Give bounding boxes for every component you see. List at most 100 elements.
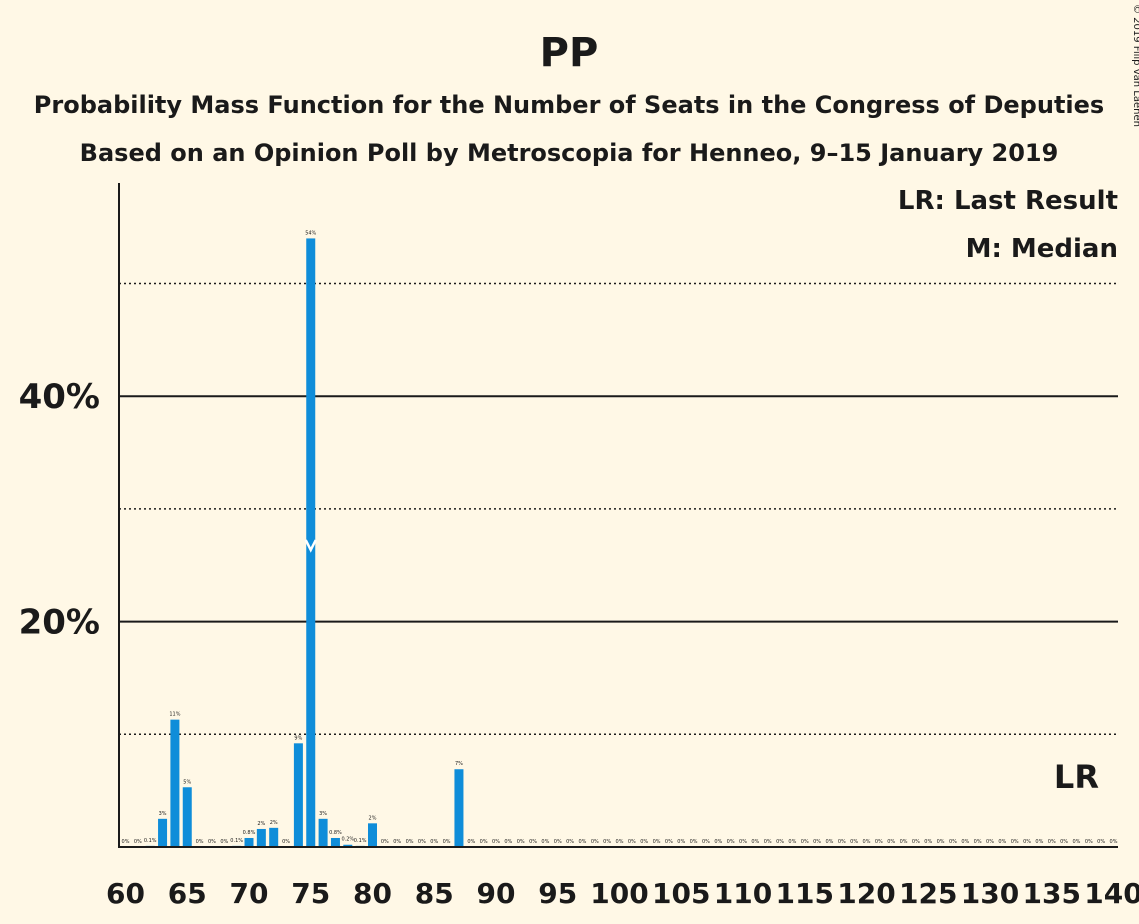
bar-value-label: 0% bbox=[628, 839, 636, 845]
bar-value-label: 0% bbox=[554, 839, 562, 845]
x-tick-label: 95 bbox=[538, 877, 577, 910]
bar-value-label: 7% bbox=[455, 761, 463, 767]
bar-value-label: 3% bbox=[319, 811, 327, 817]
bar-value-label: 0.8% bbox=[243, 830, 256, 836]
bar-87 bbox=[454, 769, 464, 847]
bar-value-label: 0% bbox=[1060, 839, 1068, 845]
bar-value-label: 0% bbox=[1110, 839, 1118, 845]
bar-value-label: 2% bbox=[369, 815, 377, 821]
bar-value-label: 0% bbox=[492, 839, 500, 845]
x-tick-label: 135 bbox=[1023, 877, 1081, 910]
bar-value-label: 0% bbox=[974, 839, 982, 845]
bar-value-label: 0% bbox=[702, 839, 710, 845]
bar-value-label: 0% bbox=[838, 839, 846, 845]
bar-value-label: 11% bbox=[169, 712, 180, 718]
bar-value-label: 0% bbox=[480, 839, 488, 845]
bar-value-label: 0% bbox=[418, 839, 426, 845]
bar-value-label: 0% bbox=[578, 839, 586, 845]
bar-value-label: 0% bbox=[541, 839, 549, 845]
x-tick-label: 140 bbox=[1084, 877, 1139, 910]
x-tick-label: 115 bbox=[776, 877, 834, 910]
bar-value-label: 0% bbox=[443, 839, 451, 845]
bar-value-label: 0.1% bbox=[144, 838, 157, 844]
x-tick-label: 65 bbox=[168, 877, 207, 910]
bar-value-label: 0% bbox=[937, 839, 945, 845]
x-tick-label: 85 bbox=[415, 877, 454, 910]
y-tick-label: 20% bbox=[19, 603, 100, 643]
bar-value-label: 5% bbox=[183, 779, 191, 785]
bar-value-label: 0% bbox=[690, 839, 698, 845]
bar-value-label: 0% bbox=[1035, 839, 1043, 845]
bar-value-label: 0% bbox=[196, 839, 204, 845]
chart-title: PP bbox=[540, 30, 599, 76]
bar-value-label: 0% bbox=[863, 839, 871, 845]
x-tick-label: 60 bbox=[106, 877, 145, 910]
median-marker-group bbox=[304, 539, 317, 553]
bar-value-label: 0% bbox=[850, 839, 858, 845]
bar-value-label: 0% bbox=[467, 839, 475, 845]
bar-65 bbox=[182, 787, 192, 847]
bar-value-label: 0% bbox=[220, 839, 228, 845]
x-tick-label: 80 bbox=[353, 877, 392, 910]
bar-value-label: 0% bbox=[1097, 839, 1105, 845]
bar-value-label: 0% bbox=[406, 839, 414, 845]
bar-70 bbox=[244, 837, 254, 847]
bar-value-label: 0% bbox=[430, 839, 438, 845]
bar-value-label: 0% bbox=[677, 839, 685, 845]
bar-value-label: 0.2% bbox=[341, 837, 354, 843]
bar-value-label: 0% bbox=[640, 839, 648, 845]
bar-value-label: 0% bbox=[813, 839, 821, 845]
bar-value-label: 0% bbox=[875, 839, 883, 845]
bar-value-label: 0% bbox=[751, 839, 759, 845]
bar-71 bbox=[256, 828, 266, 847]
last-result-marker: LR bbox=[1054, 758, 1099, 796]
bar-labels-group: 0% 0% 0.1%3%11%5%0% 0% 0% 0.1%0.8%2% 2%0%9%54%… bbox=[122, 230, 1118, 845]
y-tick-label: 40% bbox=[19, 377, 100, 417]
bar-value-label: 0% bbox=[924, 839, 932, 845]
bars-group bbox=[145, 238, 464, 848]
bar-value-label: 0% bbox=[961, 839, 969, 845]
bar-77 bbox=[330, 837, 340, 847]
x-tick-label: 105 bbox=[652, 877, 710, 910]
bar-value-label: 0% bbox=[504, 839, 512, 845]
bar-value-label: 0% bbox=[1048, 839, 1056, 845]
x-tick-label: 130 bbox=[961, 877, 1019, 910]
legend-median: M: Median bbox=[966, 234, 1118, 264]
bar-value-label: 0% bbox=[912, 839, 920, 845]
chart-subtitle-1: Probability Mass Function for the Number… bbox=[34, 91, 1104, 119]
bar-value-label: 0.1% bbox=[354, 838, 367, 844]
bar-value-label: 0% bbox=[998, 839, 1006, 845]
bar-value-label: 0% bbox=[603, 839, 611, 845]
bar-75 bbox=[306, 238, 316, 848]
bar-value-label: 0% bbox=[825, 839, 833, 845]
bar-72 bbox=[269, 827, 279, 847]
bar-value-label: 0% bbox=[381, 839, 389, 845]
legend-last-result: LR: Last Result bbox=[898, 186, 1118, 216]
chart-subtitle-2: Based on an Opinion Poll by Metroscopia … bbox=[80, 139, 1059, 167]
bar-value-label: 0% bbox=[776, 839, 784, 845]
bar-value-label: 0% bbox=[739, 839, 747, 845]
bar-value-label: 2% bbox=[270, 820, 278, 826]
bar-value-label: 0% bbox=[566, 839, 574, 845]
bar-value-label: 0% bbox=[1011, 839, 1019, 845]
bar-value-label: 2% bbox=[257, 821, 265, 827]
x-tick-label: 110 bbox=[714, 877, 772, 910]
bar-value-label: 0% bbox=[665, 839, 673, 845]
bar-63 bbox=[158, 818, 168, 847]
x-tick-label: 120 bbox=[837, 877, 895, 910]
median-chevron bbox=[304, 539, 317, 553]
y-tick-labels: 20% 40% bbox=[19, 377, 100, 642]
bar-value-label: 0% bbox=[653, 839, 661, 845]
bar-value-label: 0% bbox=[727, 839, 735, 845]
bar-value-label: 0% bbox=[986, 839, 994, 845]
bar-value-label: 0.8% bbox=[329, 830, 342, 836]
bar-value-label: 0% bbox=[788, 839, 796, 845]
x-tick-label: 75 bbox=[291, 877, 330, 910]
x-tick-labels: 60 65 70 75 80 85 90 95 100 105 110 115 120 125 130 135… bbox=[106, 877, 1139, 910]
x-tick-label: 125 bbox=[899, 877, 957, 910]
bar-value-label: 54% bbox=[305, 230, 316, 236]
bar-value-label: 0% bbox=[122, 839, 130, 845]
bar-value-label: 0% bbox=[393, 839, 401, 845]
bar-value-label: 0% bbox=[801, 839, 809, 845]
